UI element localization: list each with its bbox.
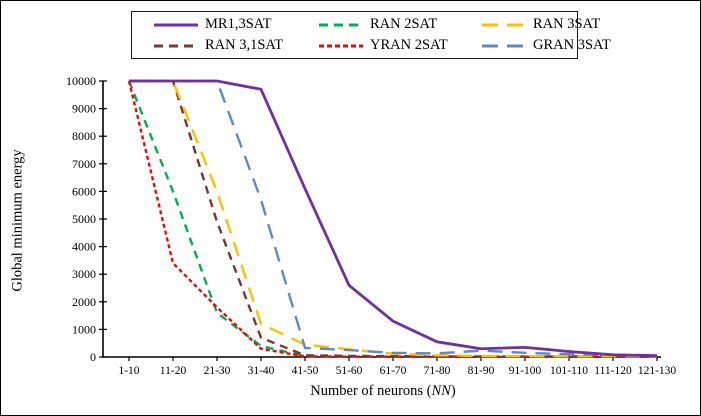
x-tick-label: 51-60 [336, 365, 363, 377]
x-tick-label: 1-10 [118, 365, 139, 377]
y-tick-label: 2000 [72, 295, 96, 309]
y-tick-label: 6000 [72, 184, 96, 198]
y-tick-label: 10000 [66, 74, 96, 88]
y-tick-label: 1000 [72, 322, 96, 336]
legend-item: YRAN 2SAT [319, 35, 482, 56]
series-line-yran-2sat [127, 80, 657, 358]
series-line-gran-3sat [129, 79, 658, 357]
legend-line-sample-icon [154, 23, 198, 26]
x-axis-title: Number of neurons (NN) [103, 383, 663, 400]
y-tick-label: 3000 [72, 267, 96, 281]
x-tick-label: 111-120 [594, 365, 632, 377]
y-axis-title: Global minimum energy [9, 149, 26, 292]
y-tick-label: 4000 [72, 240, 96, 254]
y-tick-label: 5000 [72, 212, 96, 226]
legend-line-sample-icon [482, 23, 526, 26]
series-line-ran-3sat [129, 79, 657, 358]
x-tick-label: 81-90 [468, 365, 495, 377]
series-line-ran-2sat [127, 80, 657, 358]
legend-item: RAN 3SAT [482, 14, 611, 35]
legend-label: MR1,3SAT [205, 16, 272, 33]
y-tick-label: 8000 [72, 129, 96, 143]
legend-line-sample-icon [319, 44, 363, 47]
legend-label: GRAN 3SAT [533, 37, 611, 54]
y-tick-label: 0 [90, 350, 96, 364]
legend-label: RAN 2SAT [370, 16, 438, 33]
y-tick-label: 7000 [72, 157, 96, 171]
legend-item: RAN 2SAT [319, 14, 482, 35]
x-axis-title-variable: NN [431, 383, 451, 399]
x-axis-title-text: Number of neurons ( [310, 383, 432, 399]
x-tick-label: 21-30 [204, 365, 231, 377]
x-tick-label: 121-130 [638, 365, 677, 377]
legend-item: RAN 3,1SAT [154, 35, 319, 56]
x-axis-title-close: ) [450, 383, 456, 399]
x-tick-label: 91-100 [509, 365, 542, 377]
legend-item: GRAN 3SAT [482, 35, 611, 56]
legend-label: RAN 3SAT [533, 16, 601, 33]
x-tick-label: 41-50 [292, 365, 319, 377]
x-tick-label: 61-70 [380, 365, 407, 377]
series-line-mr1-3sat [129, 79, 658, 358]
x-tick-label: 11-20 [160, 365, 187, 377]
y-tick-label: 9000 [72, 102, 96, 116]
legend-line-sample-icon [482, 44, 526, 47]
legend-label: YRAN 2SAT [370, 37, 448, 54]
legend-item: MR1,3SAT [154, 14, 319, 35]
legend-line-sample-icon [154, 44, 198, 47]
series-line-ran-3-1sat [129, 79, 657, 358]
legend-box: MR1,3SAT RAN 2SAT RAN 3SAT RAN 3,1SAT YR… [131, 11, 611, 59]
legend-label: RAN 3,1SAT [205, 37, 284, 54]
x-tick-label: 101-110 [550, 365, 588, 377]
x-tick-label: 71-80 [424, 365, 451, 377]
legend-line-sample-icon [319, 23, 363, 26]
x-tick-label: 31-40 [248, 365, 275, 377]
